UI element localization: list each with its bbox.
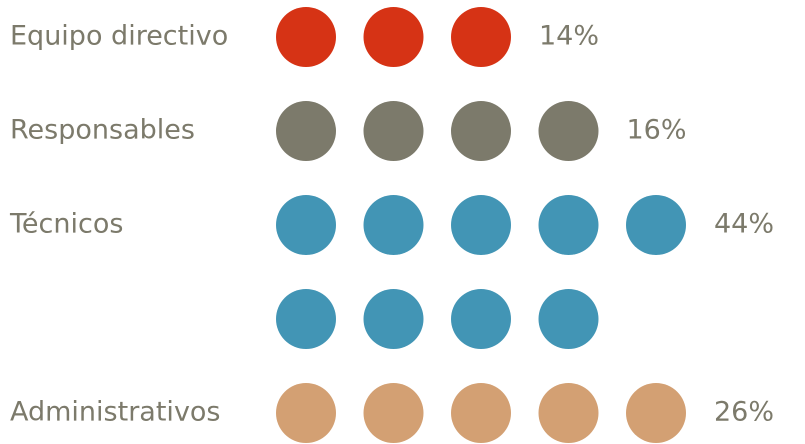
dot	[363, 101, 424, 161]
dot	[626, 195, 686, 255]
dot	[276, 383, 336, 443]
dot	[538, 195, 599, 255]
dot	[626, 383, 686, 443]
category-label: Responsables	[10, 115, 195, 146]
value-label: 26%	[714, 397, 774, 428]
value-label: 44%	[714, 209, 774, 240]
dot	[538, 383, 599, 443]
dot	[276, 195, 336, 255]
dot	[451, 383, 511, 443]
dot	[451, 195, 511, 255]
dot	[363, 195, 424, 255]
dot	[363, 289, 424, 349]
dot	[363, 7, 424, 67]
dot	[276, 289, 336, 349]
dot	[276, 101, 336, 161]
dot	[451, 289, 511, 349]
category-label: Técnicos	[9, 209, 123, 240]
category-label: Equipo directivo	[10, 21, 228, 52]
dot	[363, 383, 424, 443]
value-label: 16%	[627, 115, 687, 146]
value-label: 14%	[539, 21, 599, 52]
dot	[538, 101, 599, 161]
dot	[276, 7, 336, 67]
dot	[451, 101, 511, 161]
dot	[538, 289, 599, 349]
dot	[451, 7, 511, 67]
category-label: Administrativos	[10, 397, 221, 428]
